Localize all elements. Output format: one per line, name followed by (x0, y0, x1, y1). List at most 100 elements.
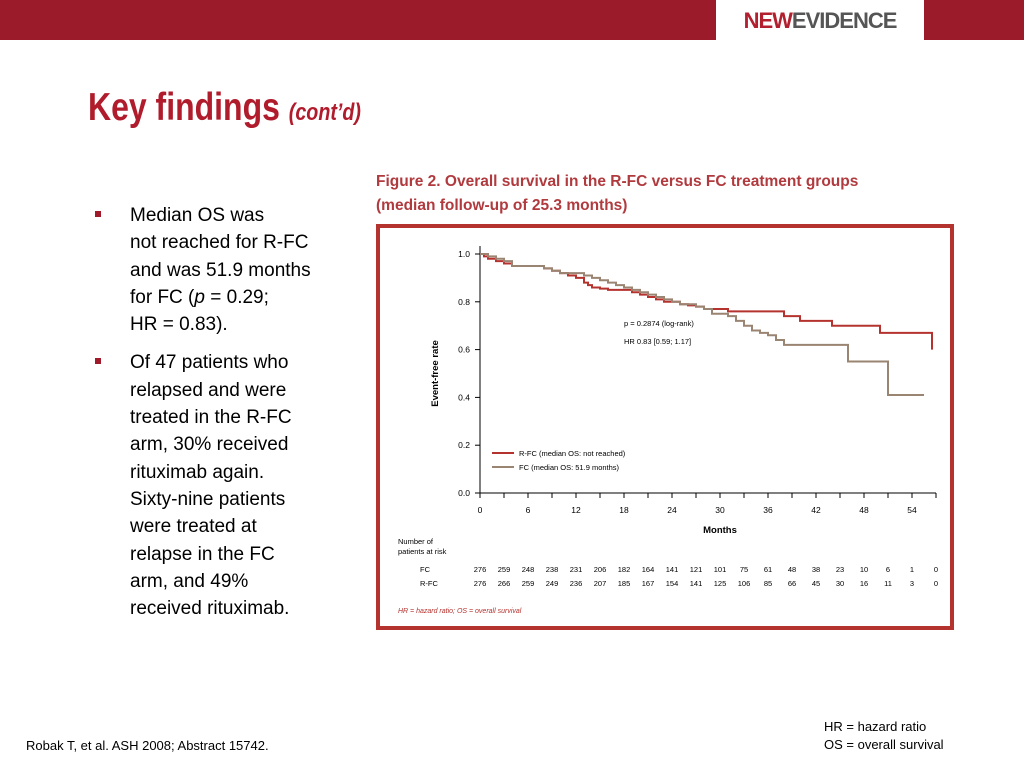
x-tick-label: 12 (571, 505, 581, 515)
bullet-line: for FC (p = 0.29; (130, 286, 269, 308)
x-tick-label: 18 (619, 505, 629, 515)
legend-label: FC (median OS: 51.9 months) (519, 463, 620, 472)
citation: Robak T, et al. ASH 2008; Abstract 15742… (26, 738, 269, 753)
figure-title-line2: (median follow-up of 25.3 months) (376, 197, 628, 214)
risk-table-cell: 3 (910, 579, 914, 588)
x-axis-title: Months (703, 525, 737, 536)
x-tick-label: 36 (763, 505, 773, 515)
risk-table-cell: 248 (522, 565, 535, 574)
risk-table-cell: 61 (764, 565, 772, 574)
bullet-line: relapsed and were (130, 379, 287, 401)
bullet-item: Of 47 patients who relapsed and were treat… (92, 349, 362, 622)
risk-table-cell: 276 (474, 579, 487, 588)
bullet-line: arm, 30% received (130, 434, 289, 456)
bullet-list: Median OS was not reached for R-FC and was… (92, 202, 362, 633)
x-tick-label: 30 (715, 505, 725, 515)
bullet-line: HR = 0.83). (130, 314, 228, 336)
risk-table-cell: 164 (642, 565, 655, 574)
bullet-item: Median OS was not reached for R-FC and was… (92, 202, 362, 338)
risk-table-cell: 207 (594, 579, 607, 588)
risk-table-cell: 266 (498, 579, 511, 588)
risk-table-cell: 141 (690, 579, 703, 588)
risk-table-cell: 66 (788, 579, 796, 588)
bullet-line: were treated at (130, 516, 257, 538)
x-tick-label: 54 (907, 505, 917, 515)
abbreviations: HR = hazard ratio OS = overall survival (824, 718, 944, 754)
slide-title-sub: (cont’d) (288, 99, 361, 126)
risk-table-cell: 182 (618, 565, 631, 574)
risk-table-cell: 1 (910, 565, 914, 574)
hr-annotation: HR 0.83 [0.59; 1.17] (624, 337, 691, 346)
bullet-line: rituximab again. (130, 461, 265, 483)
risk-table-cell: 185 (618, 579, 631, 588)
y-tick-label: 0.0 (458, 488, 470, 498)
bullet-line: not reached for R-FC (130, 232, 309, 254)
y-tick-label: 0.6 (458, 345, 470, 355)
risk-table-row-label: FC (420, 565, 431, 574)
legend-label: R-FC (median OS: not reached) (519, 449, 626, 458)
risk-table-cell: 11 (884, 579, 892, 588)
slide-title: Key findings (cont’d) (88, 86, 361, 130)
risk-table-cell: 141 (666, 565, 679, 574)
risk-table-cell: 167 (642, 579, 655, 588)
risk-table-cell: 206 (594, 565, 607, 574)
abbrev-hr: HR = hazard ratio (824, 719, 927, 734)
bullet-line: arm, and 49% (130, 570, 249, 592)
risk-table-cell: 23 (836, 565, 844, 574)
risk-table-cell: 85 (764, 579, 772, 588)
risk-table-cell: 0 (934, 565, 938, 574)
risk-table-cell: 121 (690, 565, 703, 574)
risk-table-cell: 106 (738, 579, 751, 588)
risk-table-cell: 75 (740, 565, 748, 574)
risk-table-cell: 154 (666, 579, 679, 588)
risk-table-row-label: R-FC (420, 579, 438, 588)
figure-title-line1: Figure 2. Overall survival in the R-FC v… (376, 173, 859, 190)
risk-table-cell: 259 (498, 565, 511, 574)
header-bar: NEWEVIDENCE (0, 0, 1024, 40)
risk-table-cell: 48 (788, 565, 796, 574)
risk-table-cell: 30 (836, 579, 844, 588)
risk-table-header: Number of (398, 537, 434, 546)
risk-table-cell: 238 (546, 565, 559, 574)
y-tick-label: 0.4 (458, 392, 470, 402)
slide-title-main: Key findings (88, 86, 280, 129)
y-tick-label: 0.8 (458, 297, 470, 307)
risk-table-header: patients at risk (398, 547, 447, 556)
bullet-line: Of 47 patients who (130, 352, 289, 374)
bullet-marker-icon (95, 211, 101, 217)
series-fc-line (480, 253, 924, 397)
bullet-line: received rituximab. (130, 598, 290, 620)
x-tick-label: 0 (478, 505, 483, 515)
risk-table-cell: 45 (812, 579, 820, 588)
pvalue-annotation: p = 0.2874 (log-rank) (624, 319, 694, 328)
figure-frame (376, 224, 954, 630)
logo-part-new: NEW (743, 8, 793, 33)
figure-title: Figure 2. Overall survival in the R-FC v… (376, 170, 858, 218)
x-tick-label: 6 (526, 505, 531, 515)
risk-table-cell: 231 (570, 565, 583, 574)
risk-table-cell: 125 (714, 579, 727, 588)
logo: NEWEVIDENCE (716, 8, 924, 34)
y-axis-title: Event-free rate (430, 340, 441, 407)
risk-table-cell: 236 (570, 579, 583, 588)
survival-chart: 0.00.20.40.60.81.00 6 12 18 24 30 36 42 48 54Mont… (398, 246, 938, 615)
bullet-line: Sixty-nine patients (130, 488, 286, 510)
x-tick-label: 42 (811, 505, 821, 515)
risk-table-cell: 276 (474, 565, 487, 574)
bullet-line: treated in the R-FC (130, 407, 292, 429)
abbrev-os: OS = overall survival (824, 737, 944, 752)
risk-table-cell: 0 (934, 579, 938, 588)
y-tick-label: 0.2 (458, 440, 470, 450)
risk-table-cell: 38 (812, 565, 820, 574)
bullet-marker-icon (95, 358, 101, 365)
logo-part-evidence: EVIDENCE (791, 8, 897, 33)
x-tick-label: 48 (859, 505, 869, 515)
x-tick-label: 24 (667, 505, 677, 515)
risk-table-cell: 6 (886, 565, 890, 574)
y-tick-label: 1.0 (458, 249, 470, 259)
risk-table-cell: 259 (522, 579, 535, 588)
figure-footnote: HR = hazard ratio; OS = overall survival (398, 608, 522, 615)
bullet-line: relapse in the FC (130, 543, 275, 565)
logo-box: NEWEVIDENCE (716, 0, 924, 40)
risk-table-cell: 101 (714, 565, 727, 574)
